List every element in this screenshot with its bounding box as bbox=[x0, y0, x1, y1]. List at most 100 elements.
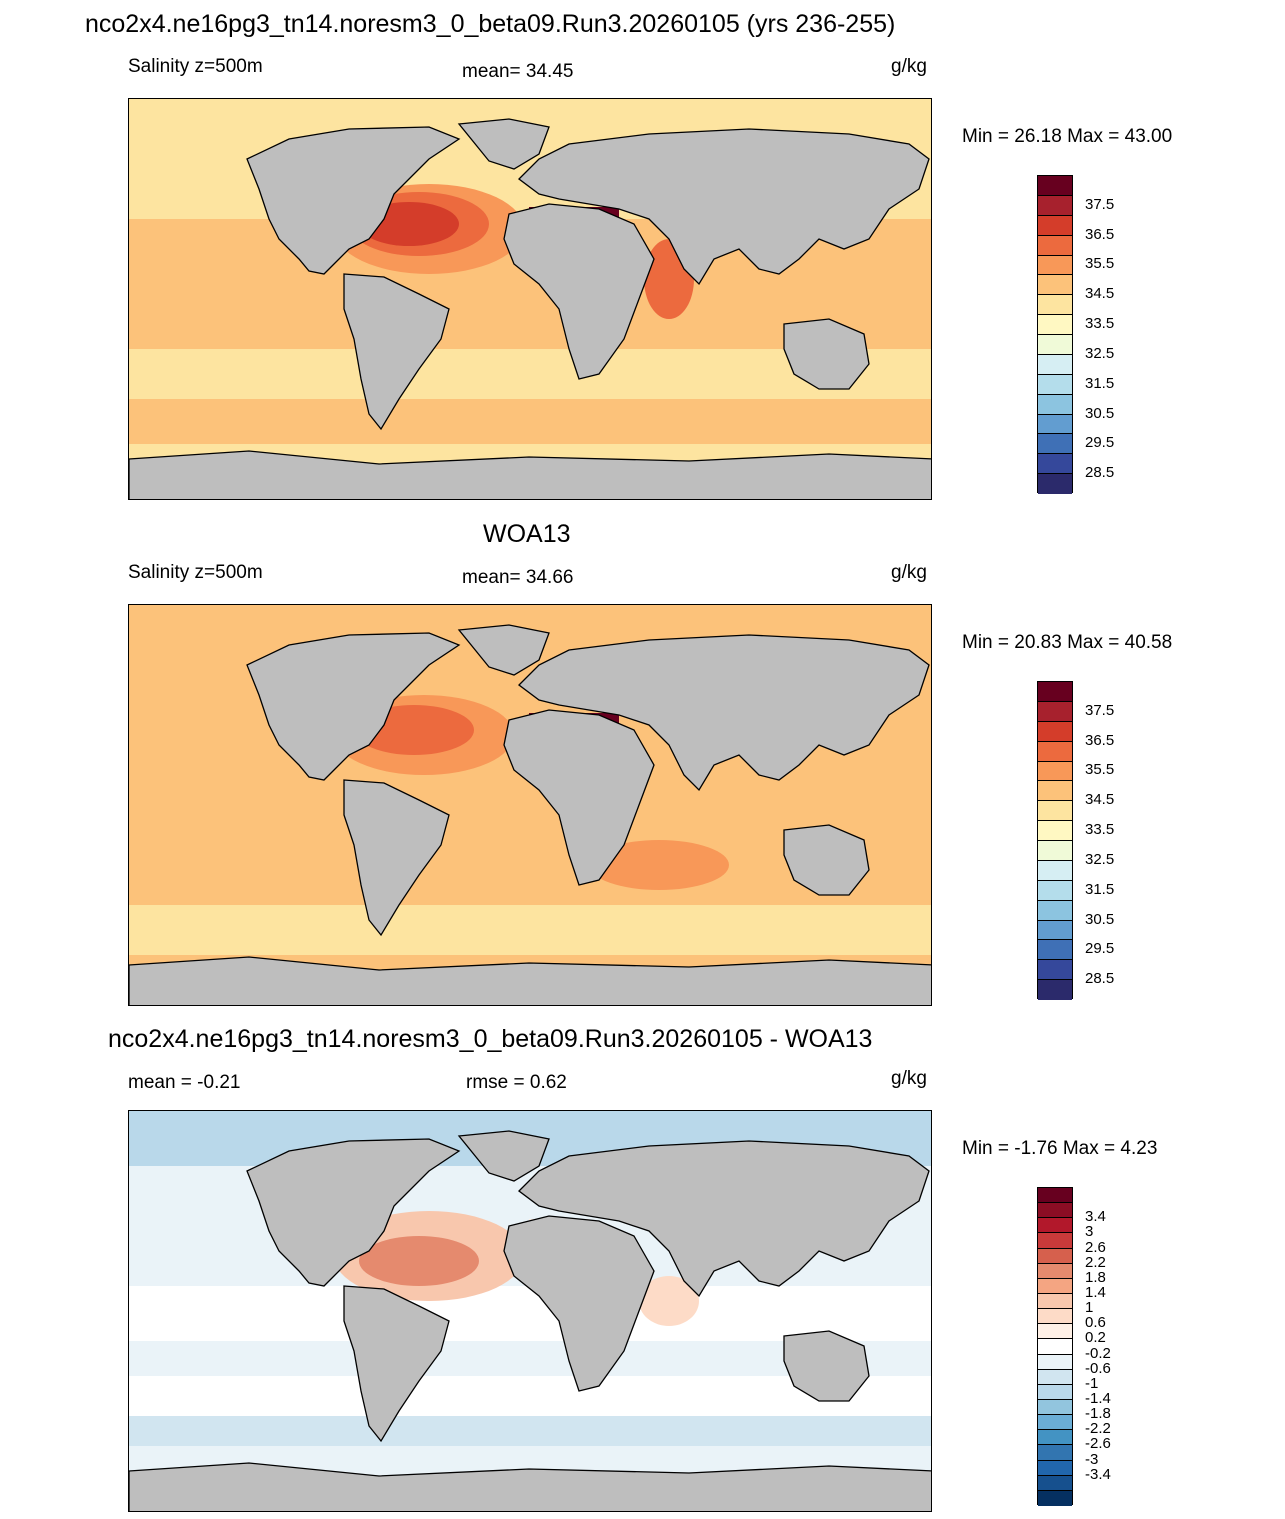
colorbar-tick-label: 29.5 bbox=[1085, 940, 1115, 958]
colorbar-tick-label: 0.6 bbox=[1085, 1314, 1106, 1332]
panel3-colorbar bbox=[1037, 1187, 1073, 1506]
ocean-band-south bbox=[129, 399, 931, 444]
ocean-anomaly-arabian bbox=[639, 1276, 699, 1326]
colorbar-tick-label: 34.5 bbox=[1085, 791, 1115, 809]
colorbar-swatch bbox=[1038, 176, 1072, 196]
colorbar-tick-label: 34.5 bbox=[1085, 285, 1115, 303]
colorbar-tick-label: -2.2 bbox=[1085, 1420, 1111, 1438]
ocean-band bbox=[129, 1286, 931, 1341]
land-eurasia bbox=[518, 1140, 930, 1298]
colorbar-tick-label: 2.2 bbox=[1085, 1253, 1106, 1271]
colorbar-swatch bbox=[1038, 1339, 1072, 1355]
colorbar-swatch bbox=[1038, 1203, 1072, 1219]
panel2-title: WOA13 bbox=[483, 520, 571, 548]
colorbar-tick-label: 1 bbox=[1085, 1299, 1094, 1317]
panel1-map-svg bbox=[129, 99, 931, 499]
colorbar-swatch bbox=[1038, 255, 1072, 276]
colorbar-tick-label: -1.4 bbox=[1085, 1390, 1111, 1407]
land-antarctica bbox=[129, 450, 931, 499]
colorbar-swatch bbox=[1038, 1248, 1072, 1264]
colorbar-swatch bbox=[1038, 721, 1072, 742]
colorbar-swatch bbox=[1038, 1354, 1072, 1370]
ocean-band-south bbox=[129, 905, 931, 955]
colorbar-tick-label: 33.5 bbox=[1085, 315, 1115, 333]
panel1-map bbox=[128, 98, 932, 500]
ocean-band-north bbox=[129, 99, 931, 111]
land-greenland bbox=[457, 118, 550, 170]
colorbar-swatch bbox=[1038, 1475, 1072, 1491]
figure-title: nco2x4.ne16pg3_tn14.noresm3_0_beta09.Run… bbox=[85, 10, 896, 38]
land-antarctica bbox=[129, 956, 931, 1005]
colorbar-tick-label: 28.5 bbox=[1085, 970, 1115, 988]
panel3-units-label: g/kg bbox=[891, 1068, 927, 1089]
colorbar-swatch bbox=[1038, 841, 1072, 861]
panel3-minmax: Min = -1.76 Max = 4.23 bbox=[962, 1138, 1158, 1159]
colorbar-tick-label: 32.5 bbox=[1085, 344, 1115, 362]
colorbar-swatch bbox=[1038, 940, 1072, 961]
panel1-colorbar bbox=[1037, 175, 1073, 494]
colorbar-swatch bbox=[1038, 215, 1072, 236]
colorbar-tick-label: 37.5 bbox=[1085, 701, 1115, 719]
colorbar-tick-label: 0.2 bbox=[1085, 1329, 1106, 1347]
colorbar-swatch bbox=[1038, 920, 1072, 941]
panel2-map-svg bbox=[129, 605, 931, 1005]
colorbar-tick-label: -0.6 bbox=[1085, 1359, 1111, 1377]
colorbar-tick-label: 28.5 bbox=[1085, 464, 1115, 482]
colorbar-swatch bbox=[1038, 414, 1072, 435]
panel2-colorbar bbox=[1037, 681, 1073, 1000]
colorbar-tick-label: -1.8 bbox=[1085, 1405, 1111, 1423]
colorbar-swatch bbox=[1038, 354, 1072, 375]
colorbar-tick-label: 32.5 bbox=[1085, 850, 1115, 868]
colorbar-swatch bbox=[1038, 195, 1072, 216]
panel3-rmse-label: rmse = 0.62 bbox=[466, 1072, 567, 1093]
colorbar-swatch bbox=[1038, 335, 1072, 355]
panel2-left-label: Salinity z=500m bbox=[128, 562, 263, 583]
colorbar-tick-label: 2.6 bbox=[1085, 1238, 1106, 1256]
colorbar-tick-label: -3 bbox=[1085, 1450, 1099, 1468]
colorbar-tick-label: 33.5 bbox=[1085, 821, 1115, 839]
colorbar-tick-label: 36.5 bbox=[1085, 731, 1115, 749]
colorbar-swatch bbox=[1038, 1430, 1072, 1446]
colorbar-swatch bbox=[1038, 1278, 1072, 1294]
colorbar-swatch bbox=[1038, 275, 1072, 296]
colorbar-swatch bbox=[1038, 1293, 1072, 1310]
colorbar-swatch bbox=[1038, 821, 1072, 841]
colorbar-swatch bbox=[1038, 1324, 1072, 1340]
panel3-map bbox=[128, 1110, 932, 1512]
land-samerica bbox=[343, 273, 450, 431]
colorbar-tick-label: 1.4 bbox=[1085, 1284, 1106, 1301]
colorbar-swatch bbox=[1038, 781, 1072, 802]
colorbar-tick-label: 31.5 bbox=[1085, 880, 1115, 898]
land-africa bbox=[503, 709, 655, 886]
colorbar-swatch bbox=[1038, 1369, 1072, 1385]
land-samerica bbox=[343, 779, 450, 937]
colorbar-swatch bbox=[1038, 682, 1072, 702]
colorbar-swatch bbox=[1038, 1218, 1072, 1234]
colorbar-swatch bbox=[1038, 801, 1072, 822]
panel2-map bbox=[128, 604, 932, 1006]
colorbar-swatch bbox=[1038, 1490, 1072, 1506]
colorbar-tick-label: -1 bbox=[1085, 1374, 1099, 1392]
ocean-band-south bbox=[129, 1416, 931, 1446]
colorbar-swatch bbox=[1038, 701, 1072, 722]
land-australia bbox=[783, 318, 870, 390]
colorbar-tick-label: 36.5 bbox=[1085, 225, 1115, 243]
colorbar-swatch bbox=[1038, 1399, 1072, 1416]
colorbar-swatch bbox=[1038, 1460, 1072, 1476]
ocean-anomaly-indian bbox=[589, 840, 729, 890]
colorbar-tick-label: -0.2 bbox=[1085, 1344, 1111, 1362]
colorbar-tick-label: 30.5 bbox=[1085, 404, 1115, 422]
panel1-mean-label: mean= 34.45 bbox=[462, 61, 574, 82]
colorbar-swatch bbox=[1038, 454, 1072, 475]
colorbar-swatch bbox=[1038, 1384, 1072, 1400]
panel3-mean-label: mean = -0.21 bbox=[128, 1072, 241, 1093]
land-australia bbox=[783, 1330, 870, 1402]
colorbar-tick-label: 3.4 bbox=[1085, 1208, 1106, 1226]
colorbar-swatch bbox=[1038, 1233, 1072, 1249]
colorbar-swatch bbox=[1038, 1309, 1072, 1325]
land-namerica bbox=[246, 126, 461, 275]
colorbar-tick-label: 37.5 bbox=[1085, 195, 1115, 213]
colorbar-tick-label: 35.5 bbox=[1085, 761, 1115, 779]
land-namerica bbox=[246, 632, 461, 781]
colorbar-swatch bbox=[1038, 1415, 1072, 1431]
